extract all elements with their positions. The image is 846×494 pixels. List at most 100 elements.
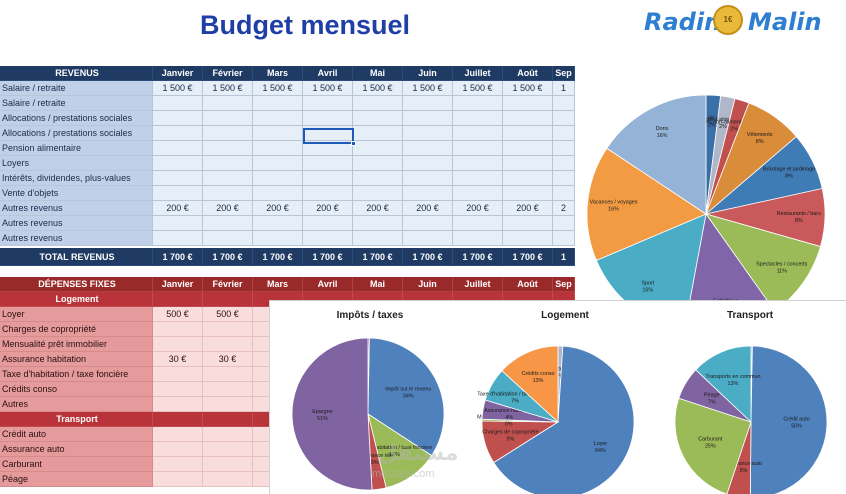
cell[interactable]	[553, 111, 575, 126]
cell[interactable]	[553, 96, 575, 111]
cell[interactable]	[353, 126, 403, 141]
cell[interactable]	[153, 442, 203, 457]
cell[interactable]: 1 500 €	[303, 81, 353, 96]
cell[interactable]: 1 500 €	[503, 81, 553, 96]
cell[interactable]	[453, 186, 503, 201]
cell[interactable]	[153, 186, 203, 201]
cell[interactable]	[153, 171, 203, 186]
cell[interactable]	[203, 442, 253, 457]
cell[interactable]	[253, 126, 303, 141]
cell[interactable]	[503, 171, 553, 186]
cell[interactable]	[453, 171, 503, 186]
cell[interactable]	[453, 126, 503, 141]
cell[interactable]	[153, 427, 203, 442]
cell[interactable]	[303, 186, 353, 201]
cell[interactable]	[553, 156, 575, 171]
cell[interactable]	[203, 126, 253, 141]
cell[interactable]	[353, 171, 403, 186]
cell[interactable]	[353, 186, 403, 201]
cell[interactable]	[503, 141, 553, 156]
cell[interactable]	[153, 397, 203, 412]
cell[interactable]	[553, 126, 575, 141]
cell[interactable]	[403, 141, 453, 156]
cell[interactable]	[203, 171, 253, 186]
cell[interactable]	[203, 337, 253, 352]
cell[interactable]	[353, 231, 403, 246]
cell[interactable]	[153, 126, 203, 141]
cell[interactable]: 1 500 €	[153, 81, 203, 96]
cell[interactable]	[503, 126, 553, 141]
cell[interactable]	[503, 186, 553, 201]
cell[interactable]: 500 €	[203, 307, 253, 322]
cell[interactable]: 200 €	[353, 201, 403, 216]
cell[interactable]	[153, 337, 203, 352]
cell[interactable]	[253, 141, 303, 156]
cell[interactable]: 1 500 €	[403, 81, 453, 96]
cell[interactable]	[353, 141, 403, 156]
cell[interactable]: 2	[553, 201, 575, 216]
cell[interactable]: 200 €	[153, 201, 203, 216]
cell[interactable]	[253, 156, 303, 171]
cell[interactable]	[203, 427, 253, 442]
cell[interactable]	[203, 156, 253, 171]
cell[interactable]: 200 €	[203, 201, 253, 216]
cell[interactable]	[353, 111, 403, 126]
cell[interactable]	[453, 96, 503, 111]
cell[interactable]	[253, 171, 303, 186]
cell[interactable]	[503, 231, 553, 246]
cell[interactable]	[153, 216, 203, 231]
cell[interactable]	[303, 171, 353, 186]
cell[interactable]	[153, 457, 203, 472]
cell[interactable]	[503, 96, 553, 111]
cell[interactable]	[203, 397, 253, 412]
cell[interactable]	[203, 141, 253, 156]
cell[interactable]	[203, 231, 253, 246]
cell[interactable]	[403, 171, 453, 186]
cell[interactable]	[153, 141, 203, 156]
cell[interactable]	[553, 231, 575, 246]
cell[interactable]	[453, 111, 503, 126]
cell[interactable]	[203, 472, 253, 487]
cell[interactable]	[503, 111, 553, 126]
cell[interactable]	[553, 216, 575, 231]
cell[interactable]: 200 €	[403, 201, 453, 216]
cell[interactable]	[353, 96, 403, 111]
cell[interactable]	[303, 216, 353, 231]
cell[interactable]	[453, 156, 503, 171]
cell[interactable]	[153, 156, 203, 171]
cell[interactable]	[453, 141, 503, 156]
cell[interactable]	[403, 126, 453, 141]
cell[interactable]: 1	[553, 81, 575, 96]
fill-handle[interactable]	[351, 141, 356, 146]
cell[interactable]	[403, 156, 453, 171]
cell[interactable]	[153, 382, 203, 397]
cell[interactable]	[253, 231, 303, 246]
cell[interactable]	[203, 457, 253, 472]
cell[interactable]	[253, 96, 303, 111]
cell[interactable]	[303, 231, 353, 246]
cell[interactable]	[553, 186, 575, 201]
cell[interactable]	[303, 96, 353, 111]
cell[interactable]: 500 €	[153, 307, 203, 322]
cell[interactable]	[453, 231, 503, 246]
cell[interactable]	[303, 111, 353, 126]
cell[interactable]	[253, 186, 303, 201]
cell[interactable]	[203, 382, 253, 397]
cell[interactable]	[153, 472, 203, 487]
cell[interactable]	[203, 322, 253, 337]
cell[interactable]	[403, 96, 453, 111]
cell[interactable]	[153, 111, 203, 126]
cell[interactable]	[353, 156, 403, 171]
cell[interactable]: 1 500 €	[453, 81, 503, 96]
cell[interactable]	[303, 156, 353, 171]
cell[interactable]: 1 500 €	[203, 81, 253, 96]
cell[interactable]	[403, 216, 453, 231]
cell[interactable]	[203, 186, 253, 201]
cell[interactable]	[203, 216, 253, 231]
cell[interactable]: 200 €	[253, 201, 303, 216]
cell[interactable]: 30 €	[203, 352, 253, 367]
cell[interactable]	[153, 322, 203, 337]
cell[interactable]: 200 €	[303, 201, 353, 216]
cell[interactable]	[353, 216, 403, 231]
selected-cell[interactable]	[303, 128, 354, 144]
